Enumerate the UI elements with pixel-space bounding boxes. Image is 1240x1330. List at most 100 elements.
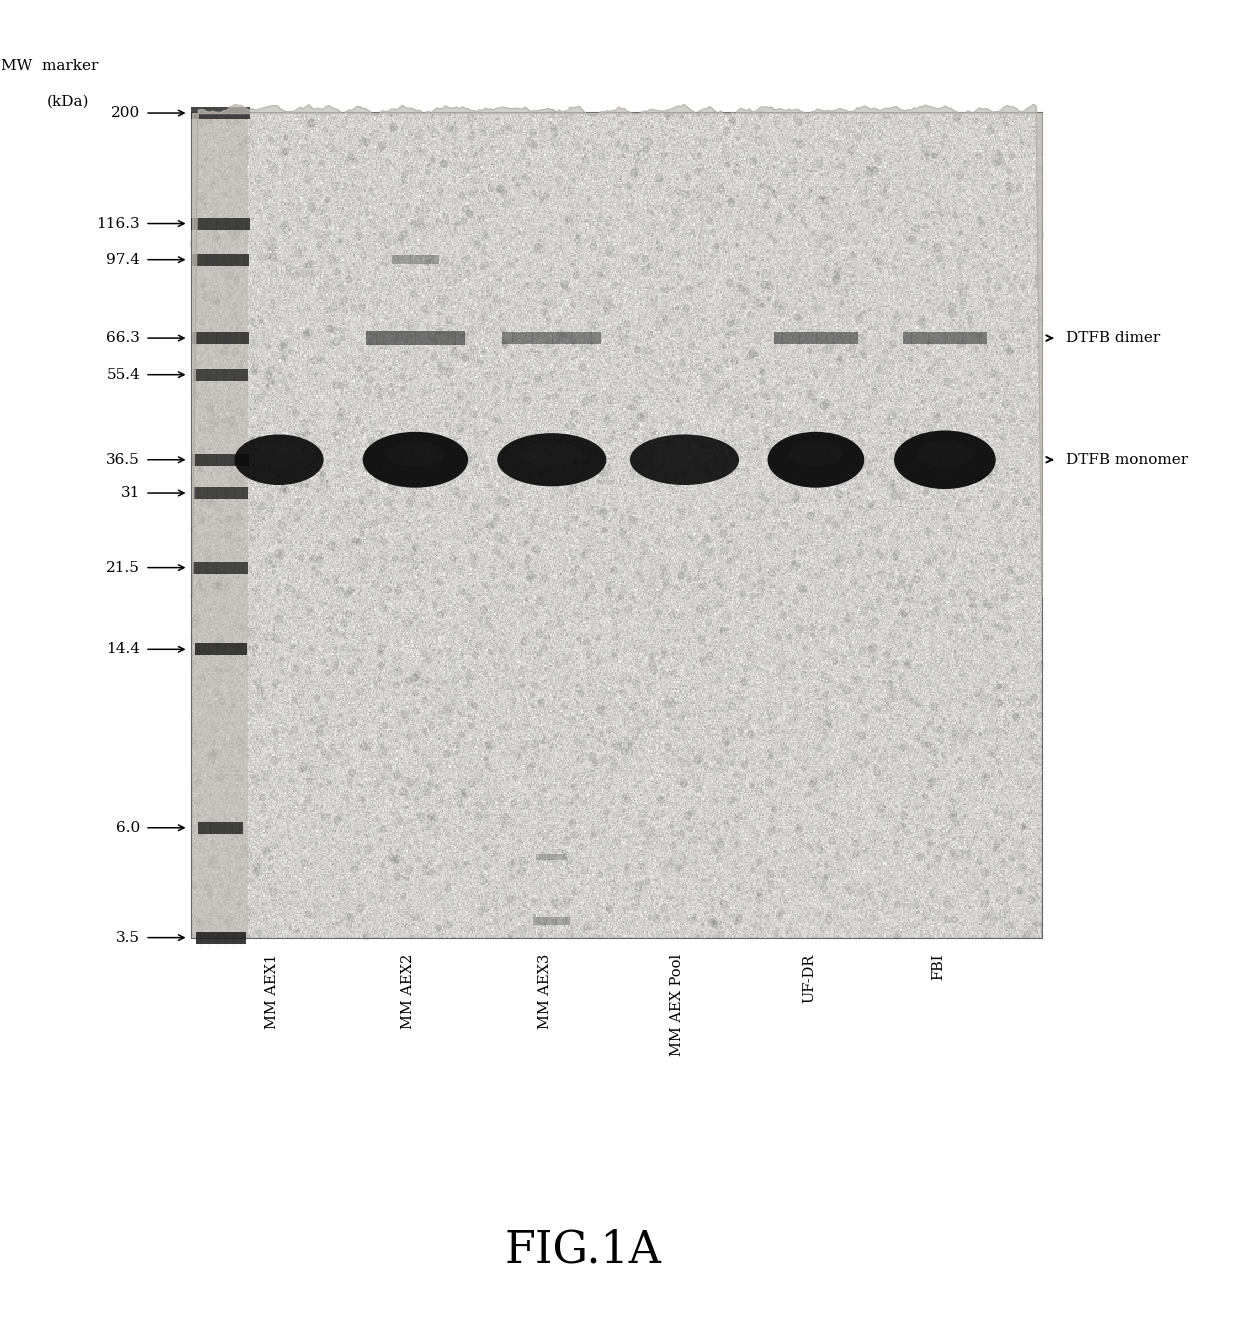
Circle shape — [942, 551, 946, 555]
Circle shape — [242, 356, 247, 362]
Circle shape — [552, 129, 558, 137]
Circle shape — [729, 321, 734, 326]
Circle shape — [727, 854, 730, 857]
Circle shape — [660, 797, 662, 799]
Circle shape — [980, 919, 983, 922]
Circle shape — [613, 864, 616, 868]
Circle shape — [465, 861, 469, 864]
Circle shape — [306, 330, 312, 336]
Circle shape — [771, 807, 776, 813]
Circle shape — [675, 637, 678, 641]
Circle shape — [565, 837, 570, 842]
Circle shape — [993, 846, 998, 851]
Circle shape — [208, 892, 212, 898]
Circle shape — [915, 408, 919, 412]
Circle shape — [694, 755, 702, 763]
Circle shape — [464, 794, 467, 798]
Circle shape — [215, 301, 219, 306]
Circle shape — [699, 282, 703, 286]
Circle shape — [1035, 234, 1038, 238]
Circle shape — [384, 763, 391, 771]
Circle shape — [469, 724, 474, 728]
Circle shape — [410, 701, 414, 705]
Circle shape — [1007, 567, 1013, 573]
Circle shape — [940, 575, 946, 581]
Circle shape — [512, 896, 516, 900]
Circle shape — [634, 726, 640, 734]
Circle shape — [661, 142, 665, 148]
Circle shape — [768, 870, 774, 878]
Circle shape — [883, 815, 888, 821]
Circle shape — [472, 503, 479, 509]
Circle shape — [749, 549, 753, 553]
Circle shape — [931, 609, 937, 616]
Circle shape — [908, 186, 910, 190]
Circle shape — [625, 142, 629, 148]
Circle shape — [956, 613, 963, 621]
Circle shape — [1033, 927, 1038, 932]
Circle shape — [999, 265, 1002, 267]
Circle shape — [817, 325, 825, 332]
Circle shape — [585, 140, 590, 145]
Ellipse shape — [363, 432, 469, 488]
Circle shape — [413, 709, 419, 714]
Circle shape — [339, 408, 345, 416]
Circle shape — [797, 141, 804, 148]
Circle shape — [306, 430, 309, 432]
Circle shape — [982, 242, 987, 247]
Circle shape — [853, 850, 859, 857]
Circle shape — [331, 662, 337, 668]
Circle shape — [975, 835, 977, 839]
Circle shape — [283, 149, 288, 154]
Circle shape — [454, 741, 460, 749]
Circle shape — [893, 753, 897, 758]
Circle shape — [542, 737, 548, 743]
Circle shape — [833, 560, 839, 567]
Circle shape — [963, 161, 970, 166]
Circle shape — [1023, 781, 1030, 789]
Circle shape — [215, 250, 217, 253]
Circle shape — [317, 488, 324, 493]
Circle shape — [310, 555, 317, 563]
Circle shape — [197, 196, 201, 200]
Circle shape — [212, 233, 219, 241]
Circle shape — [915, 701, 920, 706]
Circle shape — [324, 219, 331, 226]
Circle shape — [285, 286, 289, 290]
Circle shape — [402, 180, 405, 184]
Circle shape — [198, 116, 203, 121]
Circle shape — [954, 650, 956, 653]
Circle shape — [999, 112, 1006, 117]
Circle shape — [815, 789, 817, 793]
Circle shape — [445, 219, 449, 225]
Circle shape — [249, 879, 253, 883]
Circle shape — [728, 702, 735, 710]
Circle shape — [775, 475, 780, 480]
Circle shape — [516, 182, 521, 188]
Circle shape — [1009, 152, 1014, 158]
Circle shape — [1035, 344, 1039, 347]
Circle shape — [836, 555, 843, 563]
Circle shape — [443, 215, 446, 218]
Circle shape — [616, 678, 622, 685]
Circle shape — [923, 600, 926, 605]
Circle shape — [470, 928, 474, 931]
Circle shape — [585, 617, 589, 621]
Circle shape — [894, 201, 899, 206]
Circle shape — [497, 277, 501, 281]
Circle shape — [926, 680, 931, 685]
Circle shape — [342, 382, 348, 388]
Circle shape — [941, 473, 945, 477]
Circle shape — [429, 781, 434, 786]
Circle shape — [868, 307, 872, 310]
Circle shape — [448, 354, 451, 358]
Circle shape — [215, 438, 218, 442]
Circle shape — [929, 815, 932, 819]
Circle shape — [672, 830, 677, 837]
Circle shape — [357, 658, 361, 661]
Circle shape — [316, 726, 324, 734]
Circle shape — [779, 306, 782, 310]
Circle shape — [714, 577, 720, 584]
Circle shape — [866, 169, 873, 176]
Circle shape — [1004, 124, 1008, 126]
